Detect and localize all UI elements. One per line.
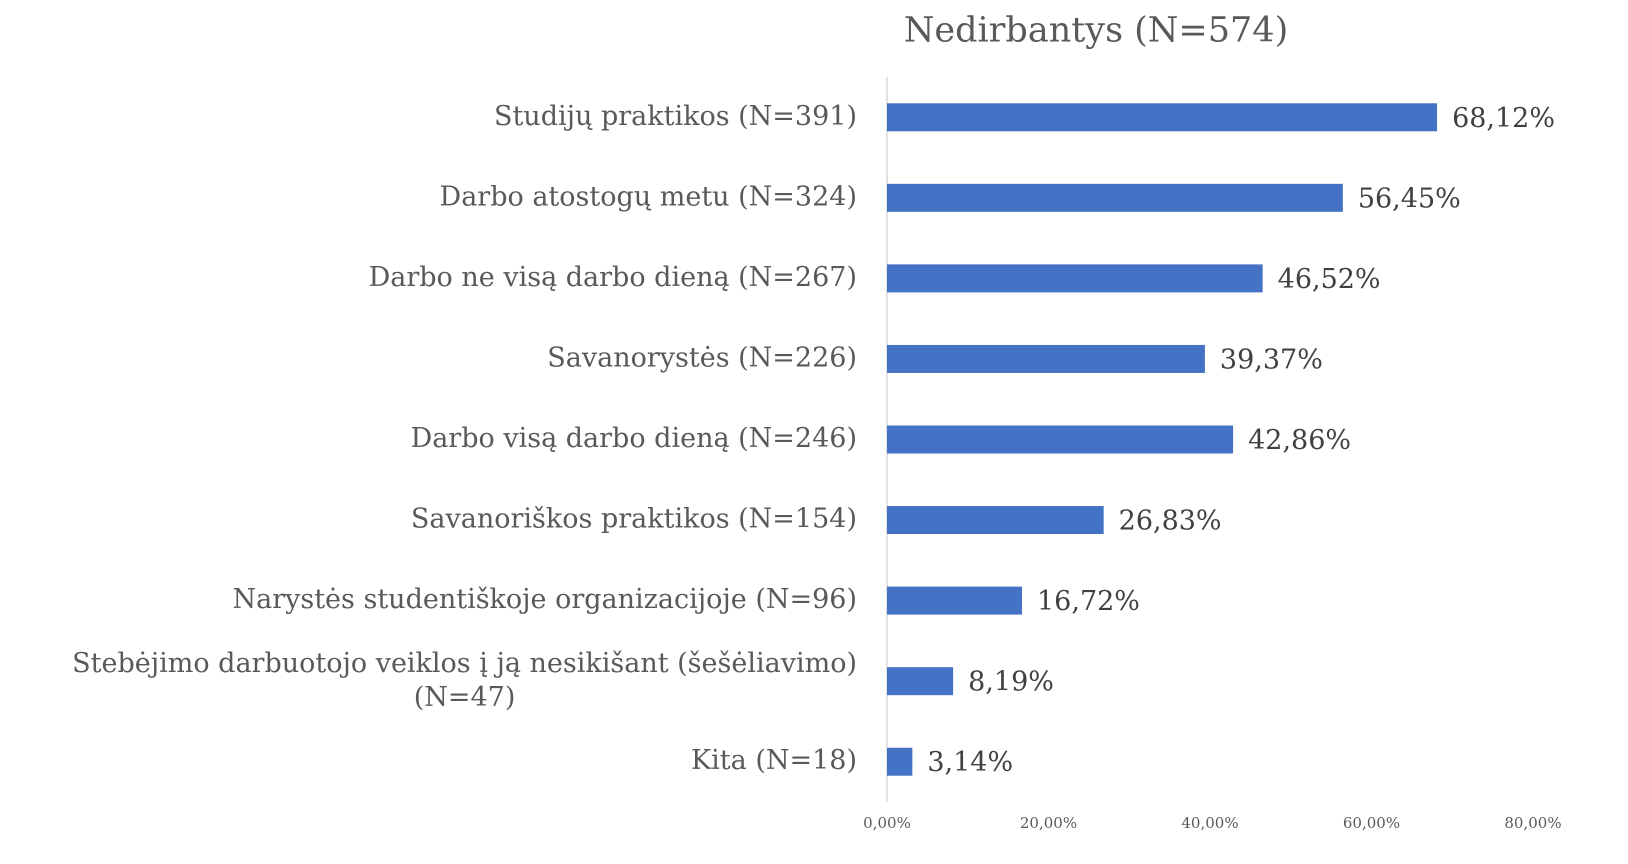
y-tick-label: Stebėjimo darbuotojo veiklos į ją nesiki… — [72, 648, 857, 713]
bar — [887, 586, 1023, 615]
bar — [887, 344, 1205, 373]
data-label: 16,72% — [1037, 586, 1140, 617]
x-tick-label: 0,00% — [863, 814, 911, 832]
data-label: 42,86% — [1248, 425, 1351, 456]
x-tick-label: 60,00% — [1343, 814, 1400, 832]
x-tick-label: 40,00% — [1181, 814, 1238, 832]
data-label: 3,14% — [927, 747, 1013, 778]
y-tick-label: Kita (N=18) — [691, 745, 857, 776]
bar — [887, 264, 1263, 293]
bar — [887, 506, 1104, 535]
x-tick-label: 80,00% — [1504, 814, 1561, 832]
bar — [887, 183, 1343, 212]
data-label: 46,52% — [1278, 264, 1381, 295]
y-tick-label: Darbo ne visą darbo dieną (N=267) — [369, 262, 857, 293]
y-tick-label: Savanorystės (N=226) — [547, 342, 857, 373]
chart-title: Nedirbantys (N=574) — [904, 11, 1288, 51]
data-label: 8,19% — [968, 667, 1054, 698]
data-label: 68,12% — [1452, 103, 1555, 134]
bar — [887, 103, 1438, 132]
x-tick-label: 20,00% — [1020, 814, 1077, 832]
y-tick-label: Savanoriškos praktikos (N=154) — [411, 504, 857, 535]
bar — [887, 667, 954, 696]
data-label: 26,83% — [1119, 506, 1222, 537]
bar — [887, 747, 913, 776]
y-tick-label: Darbo visą darbo dieną (N=246) — [411, 423, 857, 454]
y-tick-label: Studijų praktikos (N=391) — [494, 101, 857, 132]
bar — [887, 425, 1234, 454]
data-label: 39,37% — [1220, 344, 1323, 375]
y-tick-label: Darbo atostogų metu (N=324) — [440, 181, 857, 212]
data-label: 56,45% — [1358, 183, 1461, 214]
y-tick-label: Narystės studentiškoje organizacijoje (N… — [232, 584, 857, 615]
